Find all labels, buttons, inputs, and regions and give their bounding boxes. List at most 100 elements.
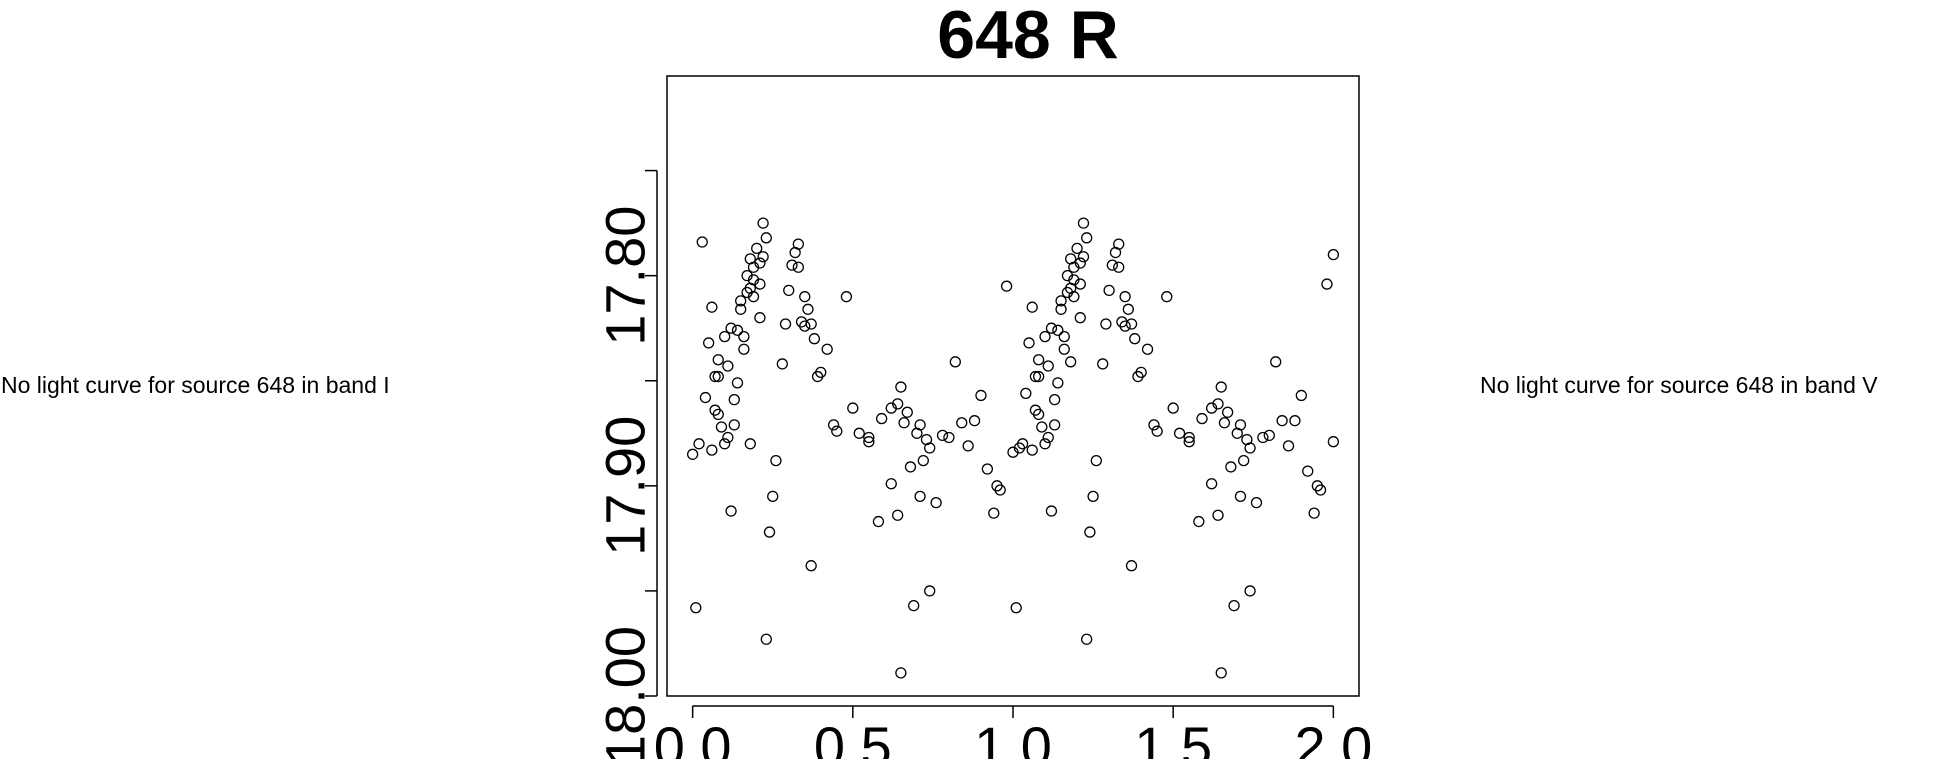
data-point <box>1048 394 1061 406</box>
data-point <box>1032 354 1045 366</box>
data-point <box>1125 318 1138 330</box>
data-point <box>728 419 740 431</box>
data-point <box>981 463 994 475</box>
x-tick-label: 0.0 <box>654 715 732 759</box>
data-point <box>719 438 731 450</box>
data-point <box>725 505 737 517</box>
data-point <box>1036 421 1048 433</box>
data-point <box>1023 337 1035 349</box>
data-point <box>1173 427 1186 439</box>
data-point <box>1084 526 1096 538</box>
data-point <box>908 599 920 612</box>
data-point <box>1032 408 1045 421</box>
y-tick-label: 17.80 <box>594 206 657 346</box>
data-point <box>731 324 744 336</box>
data-point <box>722 431 734 444</box>
data-point <box>1052 377 1064 389</box>
data-point <box>840 291 853 303</box>
data-point <box>1045 505 1058 517</box>
data-point <box>757 217 769 229</box>
data-point <box>706 301 718 313</box>
data-point <box>1234 490 1247 502</box>
data-point <box>1125 560 1138 572</box>
y-tick-label: 18.00 <box>594 626 657 759</box>
data-point <box>1055 295 1067 307</box>
data-point <box>1055 303 1067 315</box>
data-point <box>1135 366 1147 378</box>
data-point <box>1221 406 1234 418</box>
data-point <box>1250 496 1263 509</box>
data-point <box>1218 417 1231 429</box>
data-point <box>1058 330 1070 343</box>
data-point <box>735 303 747 315</box>
data-point <box>1119 320 1131 332</box>
data-point <box>712 408 724 421</box>
data-point <box>754 312 766 324</box>
data-point <box>917 454 929 467</box>
data-point <box>1196 412 1208 425</box>
data-point <box>863 431 875 444</box>
data-point <box>936 429 949 442</box>
data-point <box>1020 387 1032 400</box>
plot-frame <box>666 75 1360 697</box>
data-point <box>853 427 865 439</box>
data-point <box>1071 242 1083 254</box>
data-point <box>1077 217 1090 229</box>
data-point <box>731 377 744 389</box>
data-point <box>760 633 772 645</box>
data-point <box>1074 312 1086 324</box>
data-point <box>1103 284 1115 297</box>
data-point <box>799 320 811 332</box>
data-point <box>872 515 885 528</box>
data-point <box>1074 257 1086 269</box>
data-point <box>930 496 942 509</box>
data-point <box>751 242 763 254</box>
data-point <box>805 560 817 572</box>
data-point <box>1068 291 1080 303</box>
data-point <box>1327 248 1340 261</box>
y-tick-label: 17.90 <box>594 416 657 556</box>
data-point <box>1238 454 1250 467</box>
data-point <box>738 343 750 355</box>
x-tick-label: 1.0 <box>974 715 1052 759</box>
data-point <box>738 330 750 343</box>
chart-title: 648 R <box>937 0 1118 73</box>
data-point <box>1045 322 1058 334</box>
data-point <box>686 448 699 460</box>
data-point <box>1282 440 1295 452</box>
data-point <box>722 360 734 372</box>
data-point <box>827 419 840 431</box>
data-point <box>901 406 913 418</box>
data-point <box>895 667 907 679</box>
data-point <box>747 291 760 303</box>
data-point <box>792 238 805 250</box>
data-point <box>805 318 817 330</box>
data-point <box>808 333 821 345</box>
data-point <box>799 291 811 303</box>
data-point <box>1090 454 1102 467</box>
data-point <box>763 526 776 538</box>
data-point <box>1106 259 1118 271</box>
data-point <box>1000 280 1013 292</box>
data-point <box>712 370 724 383</box>
data-point <box>1148 419 1160 431</box>
data-point <box>715 421 728 433</box>
data-point <box>1029 370 1042 383</box>
data-point <box>875 412 888 425</box>
data-point <box>783 284 795 297</box>
axes-layer: 0.0 0.5 1.0 1.5 2.0 18.00 17.90 17.80 <box>594 169 1372 759</box>
data-point <box>1311 480 1324 492</box>
data-point <box>815 366 827 378</box>
data-point <box>1270 356 1282 368</box>
data-point <box>757 251 769 263</box>
data-point <box>1039 438 1051 450</box>
x-tick-label: 2.0 <box>1294 715 1372 759</box>
data-point <box>702 337 715 349</box>
data-point <box>863 436 875 448</box>
data-point <box>1151 425 1163 437</box>
data-point <box>1244 585 1256 597</box>
data-point <box>1289 415 1301 427</box>
data-point <box>1212 509 1224 521</box>
data-point <box>779 318 792 330</box>
data-point <box>892 398 904 410</box>
